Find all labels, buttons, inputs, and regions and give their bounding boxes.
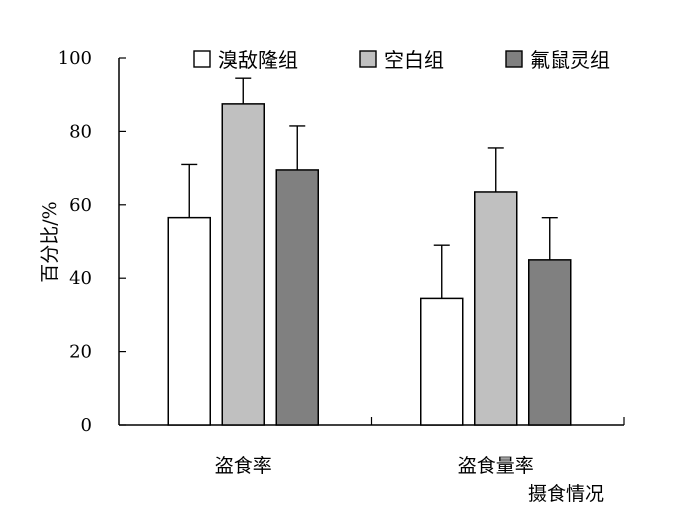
legend-item: 空白组 [359,48,444,72]
error-bars [181,77,558,299]
x-axis-label: 摄食情况 [528,483,604,505]
legend-swatch [359,50,377,68]
legend-swatch [193,50,211,68]
y-tick-label: 40 [69,268,92,289]
legend-label: 氟鼠灵组 [530,48,610,72]
legend: 溴敌隆组 空白组 氟鼠灵组 [193,48,610,72]
y-tick-label: 100 [58,48,92,69]
category-label: 盗食率 [215,455,272,477]
y-tick-label: 0 [81,415,92,436]
y-tick-label: 20 [69,342,92,363]
y-tick-label: 80 [69,121,92,142]
legend-swatch [505,50,523,68]
bar [167,216,211,426]
bar [420,297,464,426]
y-tick-label: 60 [69,195,92,216]
legend-label: 空白组 [384,48,444,72]
legend-item: 氟鼠灵组 [505,48,610,72]
category-label: 盗食量率 [458,455,534,477]
bar [474,191,518,426]
legend-item: 溴敌隆组 [193,48,298,72]
legend-label: 溴敌隆组 [218,48,298,72]
bar [221,103,265,426]
bars [167,103,572,426]
y-axis-label: 百分比/% [39,201,61,282]
bar [528,259,572,426]
bar [275,169,319,426]
axes: 0 20 40 60 80 100 盗食率 盗食量率 [58,48,625,477]
